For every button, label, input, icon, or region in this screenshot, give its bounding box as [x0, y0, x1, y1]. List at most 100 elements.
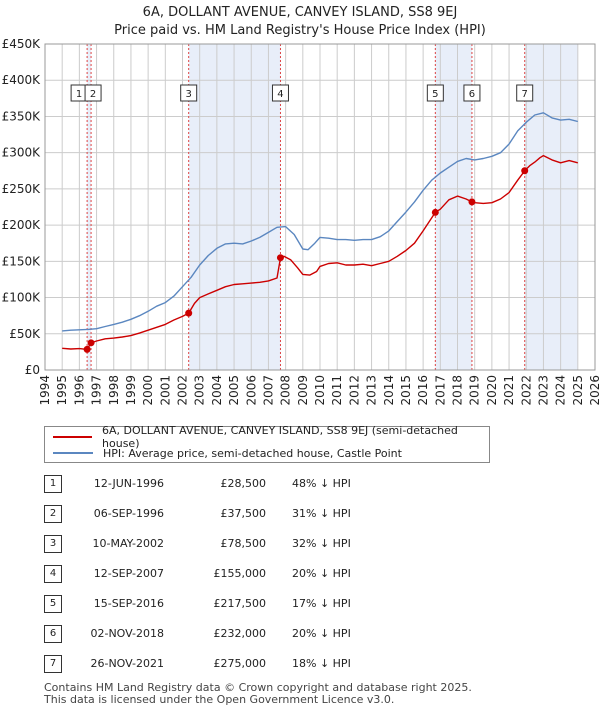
shaded-period	[87, 44, 92, 370]
legend-swatch-hpi	[53, 452, 93, 454]
sale-label-number: 1	[76, 89, 82, 100]
footer-line-licence: This data is licensed under the Open Gov…	[44, 693, 395, 706]
sale-date: 15-SEP-2016	[93, 597, 164, 610]
sale-label-number: 7	[522, 89, 528, 100]
sale-label-number: 2	[90, 89, 96, 100]
legend-label-hpi: HPI: Average price, semi-detached house,…	[103, 446, 402, 460]
legend-swatch-property	[53, 436, 93, 438]
shaded-period	[188, 44, 281, 370]
x-tick-label: 2006	[244, 375, 258, 406]
x-tick-label: 2011	[330, 375, 344, 406]
x-tick-label: 2012	[347, 375, 361, 406]
sale-label-box	[84, 84, 102, 102]
x-tick-label: 2008	[279, 375, 293, 406]
table-row: 4 12-SEP-2007 £155,000 20% ↓ HPI	[0, 565, 600, 585]
y-tick-label: £0	[25, 363, 40, 377]
x-tick-label: 2023	[536, 375, 550, 406]
x-tick-label: 2024	[554, 375, 568, 406]
sale-date: 10-MAY-2002	[92, 537, 164, 550]
x-tick-label: 2015	[399, 375, 413, 406]
table-row: 3 10-MAY-2002 £78,500 32% ↓ HPI	[0, 535, 600, 555]
x-tick-label: 2009	[296, 375, 310, 406]
table-row: 2 06-SEP-1996 £37,500 31% ↓ HPI	[0, 505, 600, 525]
sale-number-badge: 1	[44, 475, 62, 493]
sale-hpi-diff: 17% ↓ HPI	[292, 597, 351, 610]
x-tick-label: 1999	[124, 375, 138, 406]
table-row: 5 15-SEP-2016 £217,500 17% ↓ HPI	[0, 595, 600, 615]
x-tick-label: 2022	[519, 375, 533, 406]
x-tick-label: 1995	[55, 375, 69, 406]
y-tick-label: £50K	[9, 327, 41, 341]
x-tick-label: 2017	[433, 375, 447, 406]
x-tick-label: 2026	[588, 375, 600, 406]
sale-hpi-diff: 48% ↓ HPI	[292, 477, 351, 490]
sale-hpi-diff: 20% ↓ HPI	[292, 627, 351, 640]
legend: 6A, DOLLANT AVENUE, CANVEY ISLAND, SS8 9…	[44, 424, 490, 463]
sale-price: £28,500	[220, 477, 267, 490]
sale-number-badge: 4	[44, 565, 62, 583]
sale-number-badge: 7	[44, 655, 62, 673]
footer-line-copyright: Contains HM Land Registry data © Crown c…	[44, 681, 472, 694]
sale-label-box	[180, 84, 198, 102]
x-tick-label: 2004	[210, 375, 224, 406]
x-tick-label: 1997	[90, 375, 104, 406]
sale-number-badge: 3	[44, 535, 62, 553]
x-tick-label: 2013	[365, 375, 379, 406]
chart-title-address: 6A, DOLLANT AVENUE, CANVEY ISLAND, SS8 9…	[142, 5, 458, 20]
sale-label-box	[426, 84, 444, 102]
sale-date: 12-SEP-2007	[93, 567, 164, 580]
sale-label-number: 6	[469, 89, 475, 100]
x-tick-label: 2002	[176, 375, 190, 406]
x-tick-label: 2025	[571, 375, 585, 406]
hpi-line	[62, 112, 578, 332]
sale-price: £78,500	[220, 537, 267, 550]
plot-frame	[44, 43, 596, 371]
table-row: 1 12-JUN-1996 £28,500 48% ↓ HPI	[0, 475, 600, 495]
y-tick-label: £150K	[2, 254, 42, 268]
x-tick-label: 1994	[38, 375, 52, 406]
table-row: 7 26-NOV-2021 £275,000 18% ↓ HPI	[0, 655, 600, 675]
x-tick-label: 2001	[158, 375, 172, 406]
x-tick-label: 2014	[382, 375, 396, 406]
sale-point	[87, 339, 95, 347]
sale-point	[185, 309, 193, 317]
sale-label-box	[516, 84, 534, 102]
sale-number-badge: 5	[44, 595, 62, 613]
shaded-period	[524, 44, 578, 370]
y-tick-label: £450K	[2, 37, 42, 51]
sale-number-badge: 2	[44, 505, 62, 523]
sale-point	[521, 167, 529, 175]
legend-item-property: 6A, DOLLANT AVENUE, CANVEY ISLAND, SS8 9…	[53, 424, 489, 450]
x-tick-label: 2010	[313, 375, 327, 406]
sale-date: 06-SEP-1996	[93, 507, 164, 520]
footer-attribution: Contains HM Land Registry data © Crown c…	[44, 682, 472, 706]
x-tick-label: 1996	[72, 375, 86, 406]
x-tick-label: 1998	[107, 375, 121, 406]
table-row: 6 02-NOV-2018 £232,000 20% ↓ HPI	[0, 625, 600, 645]
sale-price: £217,500	[213, 597, 267, 610]
y-tick-label: £350K	[2, 109, 42, 123]
sale-label-box	[271, 84, 289, 102]
y-tick-label: £250K	[2, 182, 42, 196]
sale-hpi-diff: 20% ↓ HPI	[292, 567, 351, 580]
x-tick-label: 2021	[502, 375, 516, 406]
sale-label-number: 5	[432, 89, 438, 100]
sale-date: 26-NOV-2021	[90, 657, 164, 670]
x-tick-label: 2018	[451, 375, 465, 406]
sale-price: £232,000	[213, 627, 267, 640]
y-tick-label: £300K	[2, 146, 42, 160]
x-tick-label: 2016	[416, 375, 430, 406]
sale-point	[83, 345, 91, 353]
sale-hpi-diff: 32% ↓ HPI	[292, 537, 351, 550]
x-tick-label: 2000	[141, 375, 155, 406]
sale-point	[276, 254, 284, 262]
sale-date: 12-JUN-1996	[93, 477, 164, 490]
sale-label-number: 4	[277, 89, 283, 100]
sale-hpi-diff: 31% ↓ HPI	[292, 507, 351, 520]
property-price-line	[62, 154, 578, 351]
sale-label-number: 3	[186, 89, 192, 100]
y-tick-label: £200K	[2, 218, 42, 232]
sale-number-badge: 6	[44, 625, 62, 643]
x-tick-label: 2007	[261, 375, 275, 406]
